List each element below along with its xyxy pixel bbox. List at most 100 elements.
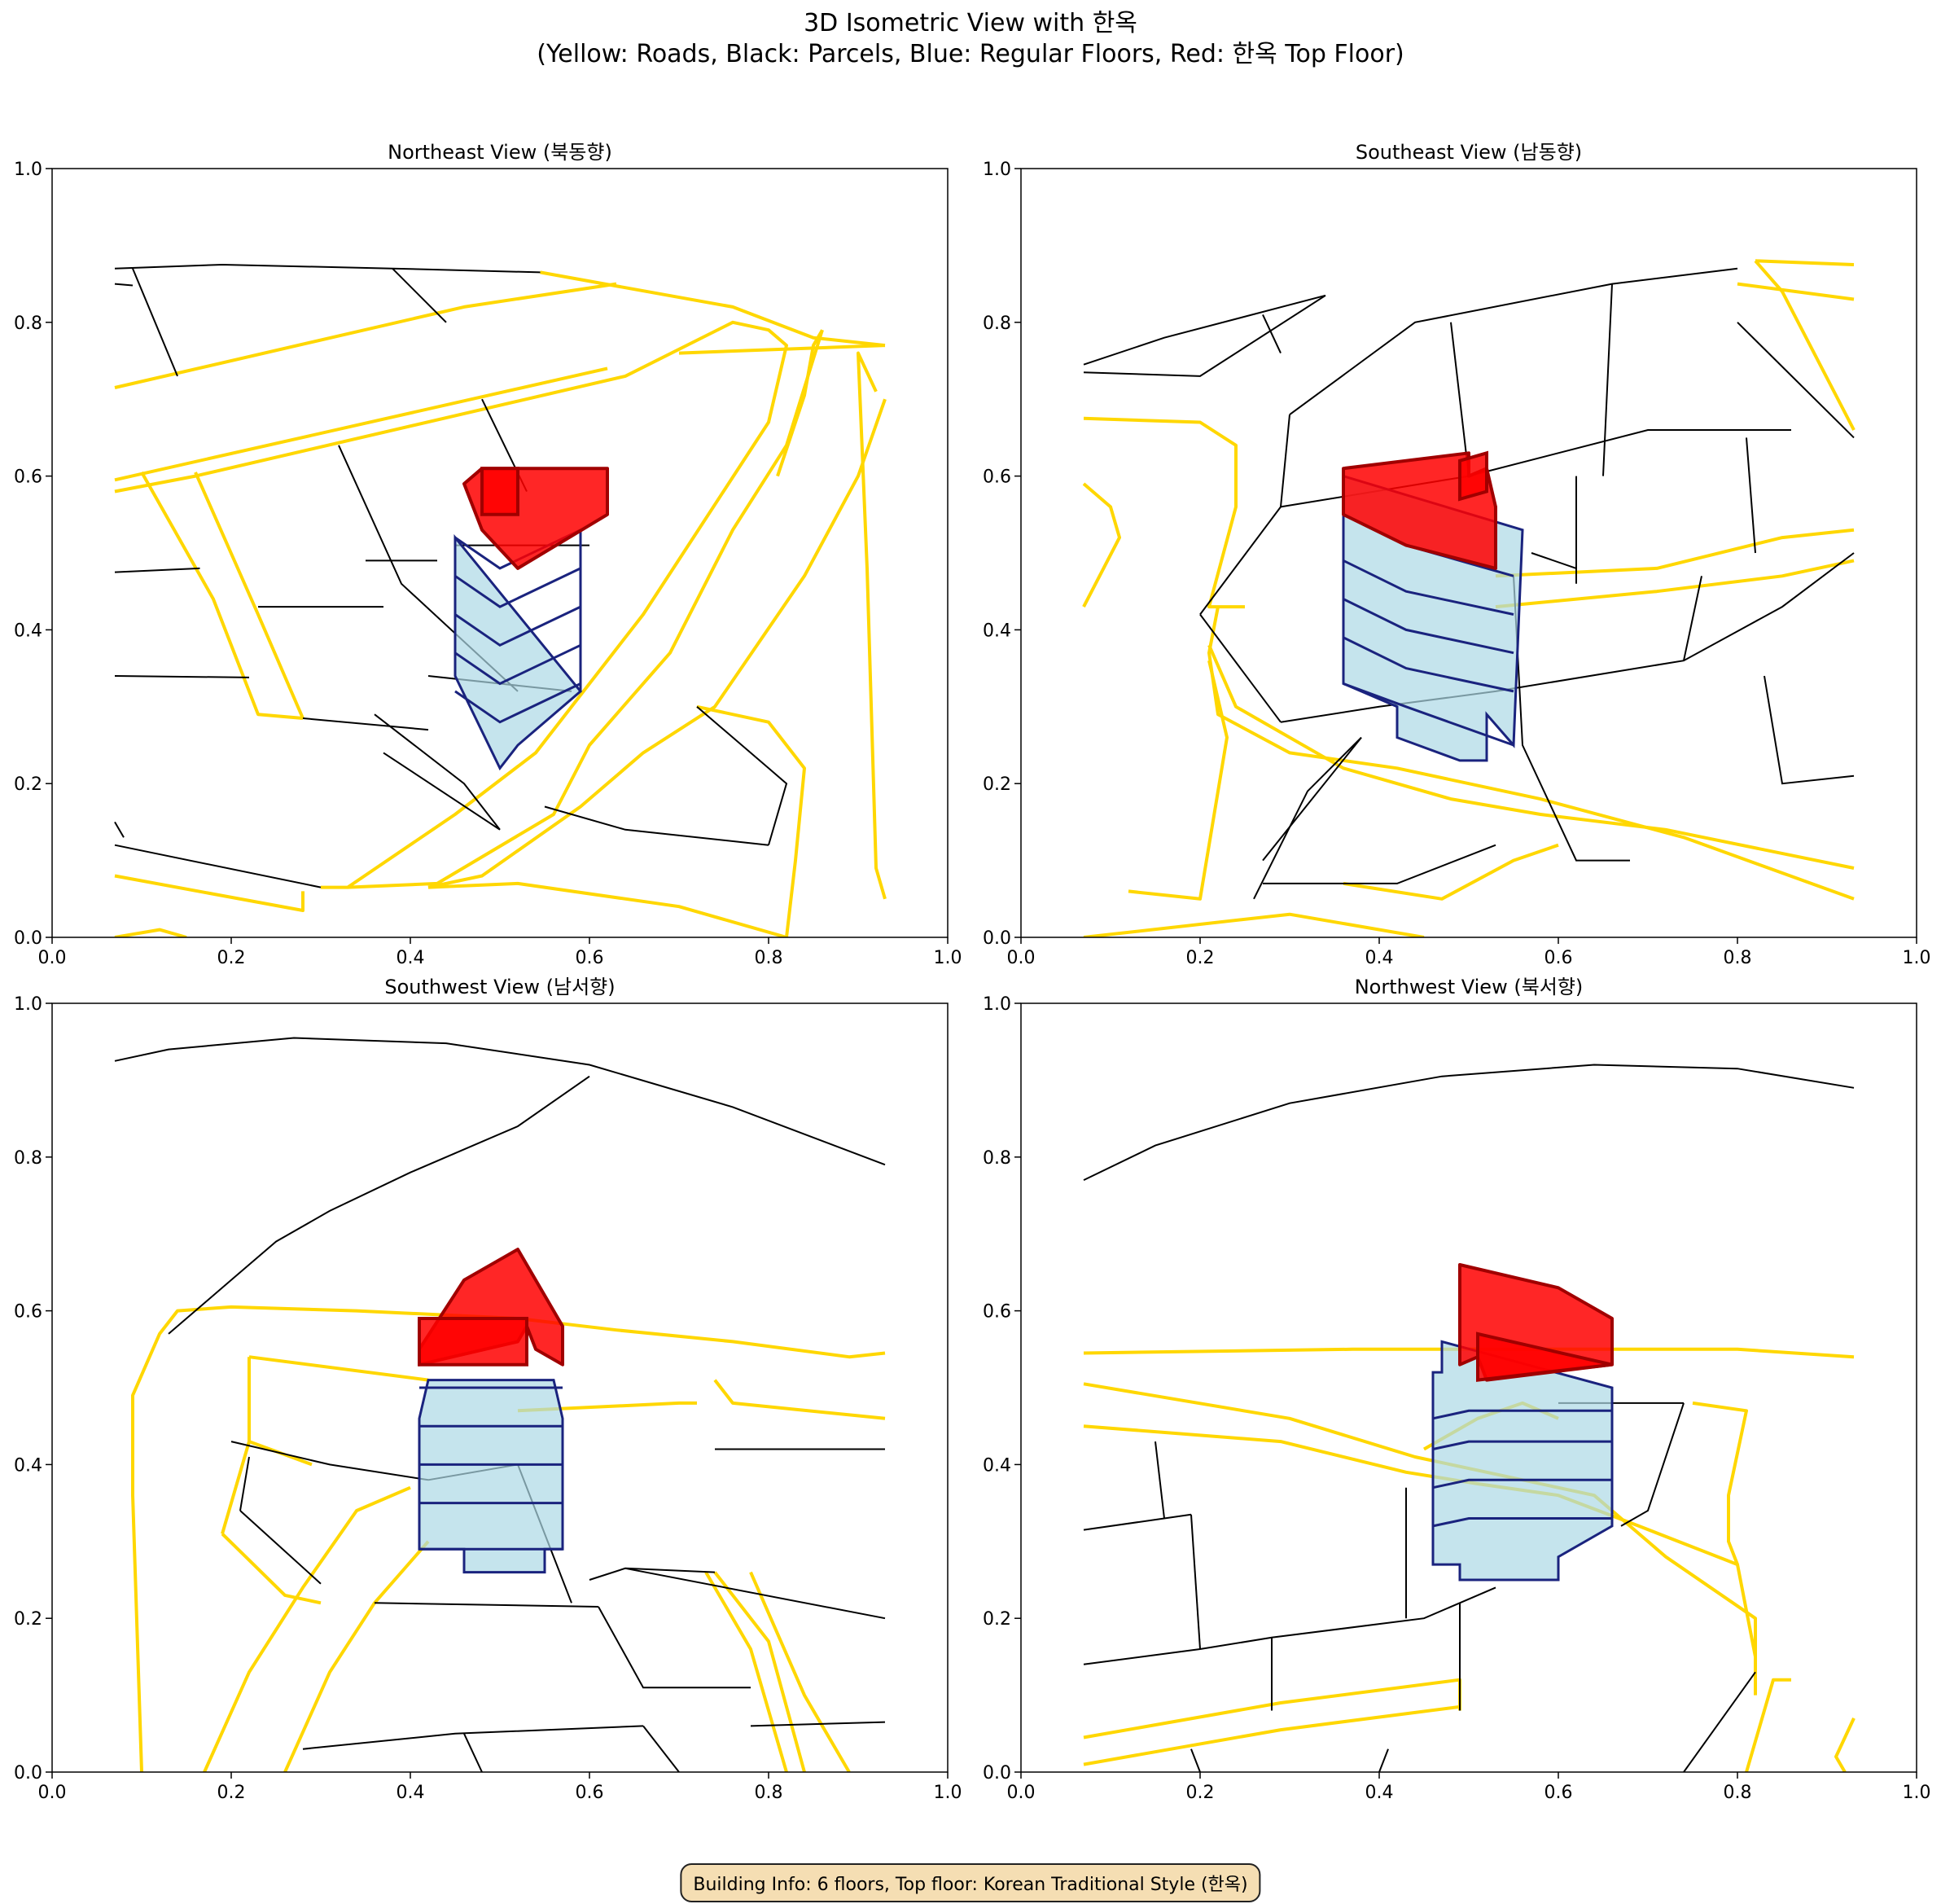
parcel-line: [1450, 322, 1470, 476]
road-line: [114, 366, 608, 482]
parcel-line: [230, 1441, 429, 1481]
road-line: [1083, 912, 1425, 937]
road-line: [1083, 1704, 1461, 1766]
parcel-line: [1746, 437, 1756, 554]
road-line: [1737, 282, 1855, 301]
road-line: [131, 1305, 886, 1772]
parcel-line: [1083, 294, 1326, 377]
road-line: [283, 1540, 430, 1772]
y-tick-label: 0.0: [14, 1763, 42, 1783]
road-line: [221, 1441, 251, 1534]
hanok-roof-segment: [480, 467, 519, 516]
parcel-line: [1683, 1671, 1756, 1772]
road-line: [347, 329, 824, 889]
x-tick-label: 0.4: [397, 1783, 425, 1803]
road-line: [1755, 259, 1855, 266]
road-line: [1745, 1678, 1791, 1772]
road-line: [140, 471, 304, 720]
road-line: [1083, 1424, 1757, 1696]
parcel-line: [374, 713, 501, 831]
parcel-line: [114, 263, 541, 274]
y-tick-label: 0.2: [14, 774, 42, 795]
parcel-line: [383, 752, 501, 831]
x-tick-label: 0.8: [1724, 948, 1752, 968]
plot-area: [114, 263, 887, 937]
panel-title: Southeast View (남동향): [1356, 141, 1582, 164]
parcel-line: [1155, 1441, 1165, 1519]
parcel-line: [1262, 736, 1362, 862]
panel-title: Northwest View (북서향): [1355, 976, 1584, 998]
road-line: [114, 282, 617, 389]
parcel-line: [1199, 613, 1282, 723]
parcel-line: [544, 805, 769, 846]
parcel-line: [239, 1510, 322, 1585]
road-line: [1128, 660, 1229, 901]
parcel-line: [1263, 844, 1496, 884]
x-tick-label: 0.0: [1007, 948, 1036, 968]
road-line: [540, 270, 886, 348]
parcel-line: [1280, 415, 1290, 507]
x-tick-label: 0.0: [38, 1783, 67, 1803]
parcel-line: [1683, 576, 1702, 661]
hanok-roof-segment: [1458, 450, 1488, 502]
floor-edge: [454, 643, 581, 686]
parcel-line: [1280, 552, 1855, 723]
x-tick-label: 0.8: [1724, 1783, 1752, 1803]
parcel-line: [114, 1037, 886, 1166]
road-line: [1343, 843, 1559, 901]
y-tick-label: 0.4: [14, 1455, 42, 1476]
y-tick-label: 0.6: [983, 1302, 1011, 1323]
axes-frame: [51, 168, 949, 938]
road-line: [194, 472, 305, 719]
panel-2: 0.0 0.2 0.4 0.6 0.8 1.0 0.0 0.2 0.4 0.6 0.8 1.0 Sout…: [14, 976, 962, 1803]
y-tick-label: 0.4: [983, 621, 1011, 641]
road-line: [1495, 559, 1855, 609]
y-tick-label: 0.2: [14, 1609, 42, 1630]
x-tick-label: 0.4: [1365, 1783, 1394, 1803]
x-tick-label: 1.0: [1903, 948, 1931, 968]
parcel-line: [302, 1725, 644, 1750]
x-tick-label: 0.2: [217, 948, 246, 968]
panel-1: 0.0 0.2 0.4 0.6 0.8 1.0 0.0 0.2 0.4 0.6 0.8 1.0 Sout…: [983, 141, 1931, 968]
x-tick-label: 0.0: [1007, 1783, 1036, 1803]
x-tick-label: 1.0: [934, 948, 962, 968]
hanok-roof-segment: [1476, 1331, 1613, 1382]
parcel-line: [1190, 1514, 1201, 1650]
road-line: [248, 1355, 429, 1382]
panel-title: Northeast View (북동향): [388, 141, 612, 164]
floor-edge: [1343, 636, 1514, 693]
plot-area: [1083, 1064, 1856, 1772]
building-regular-floors: [453, 533, 583, 771]
y-tick-label: 0.6: [14, 1302, 42, 1323]
road-line: [1082, 482, 1121, 608]
road-line: [696, 704, 806, 937]
x-tick-label: 1.0: [934, 1783, 962, 1803]
y-tick-label: 0.6: [983, 467, 1011, 488]
x-tick-label: 0.8: [755, 948, 783, 968]
y-tick-label: 1.0: [983, 160, 1011, 180]
road-line: [1754, 259, 1856, 431]
x-tick-label: 0.2: [1186, 948, 1215, 968]
road-line: [1083, 416, 1245, 609]
parcel-line: [750, 1721, 886, 1727]
x-tick-label: 0.2: [217, 1783, 246, 1803]
floor-edge: [1432, 1478, 1612, 1489]
parcel-line: [114, 283, 134, 287]
road-line: [1834, 1718, 1856, 1772]
y-tick-label: 0.6: [14, 467, 42, 488]
y-tick-label: 0.0: [983, 928, 1011, 949]
parcel-line: [1737, 322, 1855, 439]
road-line: [427, 881, 787, 937]
road-line: [704, 1571, 788, 1772]
floor-edge: [1432, 1409, 1612, 1420]
x-tick-label: 1.0: [1903, 1783, 1931, 1803]
x-tick-label: 0.2: [1186, 1783, 1215, 1803]
parcel-line: [392, 267, 447, 323]
x-tick-label: 0.6: [576, 1783, 604, 1803]
road-line: [517, 1401, 697, 1413]
y-tick-label: 0.4: [983, 1455, 1011, 1476]
x-tick-label: 0.6: [1544, 948, 1573, 968]
y-tick-label: 0.8: [14, 1148, 42, 1169]
parcel-line: [168, 1075, 590, 1335]
